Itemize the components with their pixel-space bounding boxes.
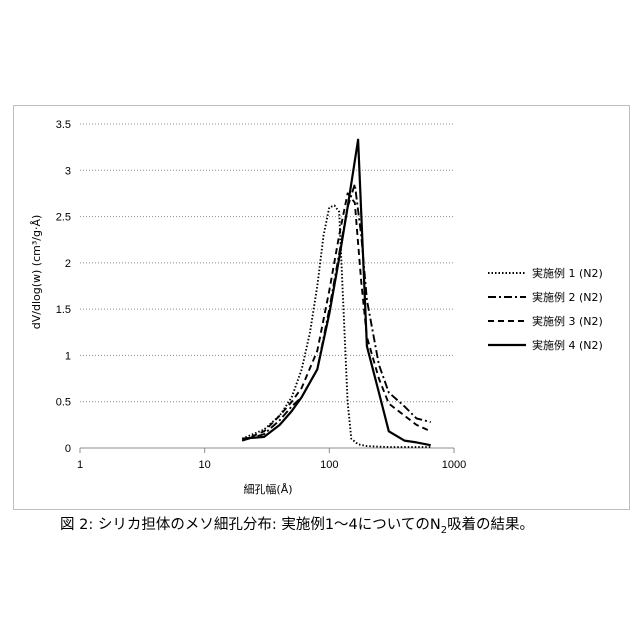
legend-label-1: 実施例 1 (N2) — [532, 266, 603, 280]
x-tick-label: 100 — [320, 459, 338, 471]
y-tick-label: 1 — [65, 350, 71, 362]
x-tick-label: 10 — [199, 459, 211, 471]
axes: 0 0.5 1 1.5 2 2.5 3 3.5 1 10 100 1000 — [56, 119, 467, 471]
y-tick-label: 3 — [65, 165, 71, 177]
legend-label-2: 実施例 2 (N2) — [532, 290, 603, 304]
legend-label-4: 実施例 4 (N2) — [532, 338, 603, 352]
x-tick-label: 1000 — [442, 459, 466, 471]
y-axis-label: dV/dlog(w) (cm³/g·Å) — [30, 215, 43, 330]
caption-suffix: 吸着の結果。 — [447, 517, 534, 533]
series-lines — [242, 140, 431, 447]
series-line-3 — [242, 193, 431, 440]
caption-text: 図 2: シリカ担体のメソ細孔分布: 実施例1～4についてのN — [60, 517, 441, 533]
y-tick-label: 0.5 — [56, 397, 71, 409]
y-tick-label: 1.5 — [56, 304, 71, 316]
y-tick-label: 2.5 — [56, 212, 71, 224]
x-tick-label: 1 — [77, 459, 83, 471]
y-tick-label: 2 — [65, 258, 71, 270]
series-line-2 — [242, 184, 431, 440]
legend: 実施例 1 (N2) 実施例 2 (N2) 実施例 3 (N2) 実施例 4 (N2) — [488, 266, 603, 352]
x-axis-label: 細孔幅(Å) — [243, 483, 292, 496]
figure-caption: 図 2: シリカ担体のメソ細孔分布: 実施例1～4についてのN2吸着の結果。 — [60, 513, 534, 536]
y-tick-label: 0 — [65, 443, 71, 455]
legend-label-3: 実施例 3 (N2) — [532, 314, 603, 328]
grid — [80, 124, 454, 402]
series-line-4 — [242, 140, 431, 446]
series-line-1 — [242, 206, 431, 448]
y-tick-label: 3.5 — [56, 119, 71, 131]
